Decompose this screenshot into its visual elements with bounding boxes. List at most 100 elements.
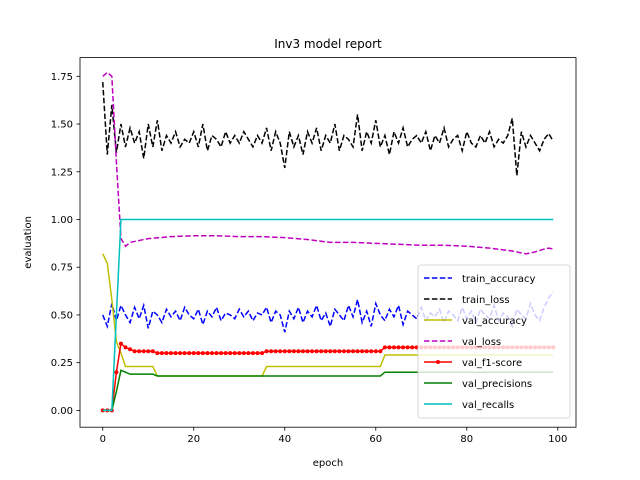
series-line-val-precisions [102,369,554,412]
legend-label-val-accuracy: val_accuracy [462,316,527,327]
series-point-val-f1-score [351,349,356,354]
series-point-val-f1-score [405,345,410,350]
series-line-train-loss [102,81,554,176]
series-point-val-f1-score [169,351,174,356]
series-point-val-f1-score [305,349,310,354]
series-point-val-f1-score [296,349,301,354]
x-tick-label: 80 [460,434,473,445]
x-tick-label: 20 [187,434,200,445]
series-point-val-f1-score [401,345,406,350]
y-tick-label: 1.75 [51,72,73,83]
series-point-val-f1-score [260,351,265,356]
y-tick-label: 0.00 [51,406,73,417]
x-tick-label: 0 [100,434,106,445]
series-point-val-f1-score [360,349,365,354]
series-point-val-f1-score [337,349,342,354]
series-point-val-f1-score [164,351,169,356]
series-point-val-f1-score [246,351,251,356]
series-point-val-f1-score [223,351,228,356]
series-point-val-f1-score [219,351,224,356]
series-point-val-f1-score [328,349,333,354]
y-tick-label: 0.25 [51,358,73,369]
series-point-val-f1-score [214,351,219,356]
series-point-val-f1-score [364,349,369,354]
legend-marker-val-f1-score [436,360,440,364]
series-point-val-f1-score [200,351,205,356]
legend: train_accuracy train_loss val_accuracy val_… [417,264,571,419]
series-point-val-f1-score [314,349,319,354]
series-point-val-f1-score [137,349,142,354]
series-point-val-f1-score [269,349,274,354]
series-point-val-f1-score [173,351,178,356]
chart-title: Inv3 model report [274,37,382,51]
y-tick-label: 0.50 [51,310,73,321]
legend-label-val-precisions: val_precisions [462,379,532,390]
legend-label-train-loss: train_loss [462,295,510,306]
series-point-val-f1-score [373,349,378,354]
series-point-val-f1-score [255,351,260,356]
series-point-val-f1-score [237,351,242,356]
series-point-val-f1-score [396,345,401,350]
series-point-val-f1-score [191,351,196,356]
series-point-val-f1-score [118,341,123,346]
series-point-val-f1-score [182,351,187,356]
legend-label-val-f1-score: val_f1-score [462,358,522,369]
series-point-val-f1-score [332,349,337,354]
series-point-val-f1-score [232,351,237,356]
y-tick-label: 1.00 [51,215,73,226]
series-point-val-f1-score [341,349,346,354]
y-axis-label: evaluation [23,216,34,269]
x-tick-label: 60 [369,434,382,445]
series-point-val-f1-score [123,345,128,350]
series-point-val-f1-score [155,351,160,356]
series-point-val-f1-score [300,349,305,354]
series-point-val-f1-score [128,347,133,352]
y-axis: 0.00 0.25 0.50 0.75 1.00 1.25 1.50 1.75 [51,72,80,417]
series-point-val-f1-score [146,349,151,354]
series-point-val-f1-score [150,349,155,354]
series-point-val-f1-score [387,345,392,350]
legend-label-train-accuracy: train_accuracy [462,274,535,285]
series-point-val-f1-score [178,351,183,356]
series-point-val-f1-score [378,349,383,354]
series-point-val-f1-score [228,351,233,356]
series-point-val-f1-score [196,351,201,356]
legend-label-val-loss: val_loss [462,337,501,348]
legend-label-val-recalls: val_recalls [462,400,514,411]
axes-frame [79,57,577,428]
series-point-val-f1-score [114,370,119,375]
x-axis: 0 20 40 60 80 100 [100,427,567,445]
y-tick-label: 0.75 [51,263,73,274]
series-point-val-f1-score [132,349,137,354]
series-point-val-f1-score [319,349,324,354]
series-point-val-f1-score [355,349,360,354]
x-axis-label: epoch [313,458,343,469]
series-point-val-f1-score [346,349,351,354]
series-point-val-f1-score [264,349,269,354]
y-tick-label: 1.25 [51,167,73,178]
series-point-val-f1-score [323,349,328,354]
y-tick-label: 1.50 [51,120,73,131]
series-point-val-f1-score [291,349,296,354]
series-point-val-f1-score [205,351,210,356]
series-point-val-f1-score [187,351,192,356]
series-point-val-f1-score [250,351,255,356]
series-point-val-f1-score [209,351,214,356]
series-point-val-f1-score [141,349,146,354]
series-point-val-f1-score [273,349,278,354]
series-point-val-f1-score [369,349,374,354]
series-point-val-f1-score [287,349,292,354]
series-line-val-recalls [102,218,554,412]
series-point-val-f1-score [382,345,387,350]
series-point-val-f1-score [310,349,315,354]
series-point-val-f1-score [282,349,287,354]
legend-box [417,264,571,419]
series-line-val-loss [102,71,554,255]
x-tick-label: 100 [548,434,567,445]
series-point-val-f1-score [241,351,246,356]
series-point-val-f1-score [159,351,164,356]
series-point-val-f1-score [410,345,415,350]
x-tick-label: 40 [278,434,291,445]
series-point-val-f1-score [391,345,396,350]
